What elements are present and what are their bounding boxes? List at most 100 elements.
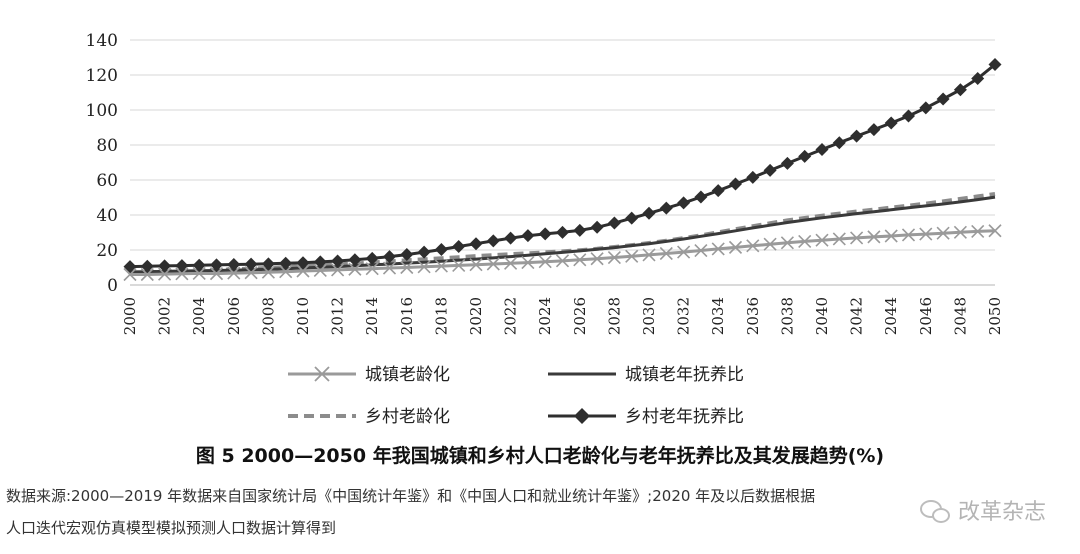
x-marker — [711, 242, 725, 256]
x-marker — [867, 230, 881, 244]
y-tick-label: 140 — [86, 31, 118, 51]
x-tick-label: 2010 — [294, 297, 312, 335]
diamond-marker — [504, 231, 518, 245]
x-marker — [209, 267, 224, 281]
x-marker — [486, 257, 500, 271]
diamond-marker — [538, 227, 552, 241]
x-marker — [296, 264, 310, 278]
x-tick-label: 2000 — [121, 297, 139, 335]
x-tick-label: 2024 — [536, 297, 554, 335]
legend-label-2: 城镇老年抚养比 — [625, 365, 744, 385]
diamond-marker — [469, 237, 483, 251]
x-marker — [590, 252, 604, 266]
x-tick-label: 2040 — [813, 297, 831, 335]
x-marker — [227, 266, 241, 280]
x-marker — [850, 231, 864, 245]
x-marker — [382, 261, 397, 275]
diamond-marker — [607, 216, 621, 230]
diamond-marker — [642, 206, 656, 220]
diamond-marker — [953, 83, 967, 97]
x-marker — [677, 245, 691, 259]
legend-label-1: 城镇老龄化 — [365, 365, 450, 385]
x-tick-label: 2018 — [432, 297, 450, 335]
diamond-marker — [936, 92, 950, 106]
x-marker — [659, 246, 673, 261]
y-tick-label: 40 — [96, 206, 118, 226]
diamond-marker — [140, 259, 154, 273]
chart-grid — [130, 39, 995, 286]
x-tick-label: 2046 — [917, 297, 935, 335]
diamond-marker — [884, 116, 898, 130]
chart-series — [123, 58, 1002, 282]
x-tick-label: 2028 — [605, 297, 623, 335]
x-marker — [953, 225, 967, 239]
watermark: 改革杂志 — [919, 494, 1046, 526]
diamond-marker — [244, 257, 258, 271]
x-marker — [625, 249, 639, 263]
x-marker — [417, 260, 431, 274]
chart-title: 图 5 2000—2050 年我国城镇和乡村人口老龄化与老年抚养比及其发展趋势(… — [195, 445, 885, 467]
x-tick-label: 2004 — [190, 297, 208, 335]
diamond-marker — [780, 156, 794, 170]
diamond-marker — [227, 258, 241, 272]
y-tick-label: 60 — [96, 171, 118, 191]
x-marker — [884, 229, 898, 243]
diamond-marker — [313, 255, 327, 269]
x-tick-label: 2050 — [986, 297, 1004, 335]
x-marker — [815, 233, 829, 247]
diamond-marker — [659, 201, 673, 215]
diamond-marker — [694, 190, 708, 204]
legend-x-marker — [314, 366, 330, 382]
diamond-marker — [452, 240, 466, 253]
diamond-marker — [521, 229, 535, 243]
x-marker — [175, 267, 189, 281]
y-axis-ticks: 0 20 40 60 80 100 120 140 — [86, 31, 118, 296]
x-marker — [521, 256, 535, 270]
diamond-marker — [902, 109, 915, 123]
x-marker — [279, 265, 293, 279]
diamond-marker — [486, 234, 500, 248]
x-marker — [400, 260, 414, 275]
x-marker — [780, 236, 794, 250]
x-marker — [365, 262, 379, 276]
y-tick-label: 80 — [96, 136, 118, 156]
x-marker — [313, 263, 327, 278]
diamond-marker — [763, 163, 777, 177]
diamond-marker — [746, 170, 760, 184]
x-tick-label: 2002 — [156, 297, 174, 335]
x-tick-label: 2022 — [502, 297, 520, 335]
x-tick-label: 2014 — [363, 297, 381, 335]
x-tick-label: 2048 — [951, 297, 969, 335]
x-marker — [642, 248, 656, 262]
y-tick-label: 0 — [107, 276, 118, 296]
diamond-marker — [798, 149, 812, 163]
data-source-line-2: 人口迭代宏观仿真模型模拟预测人口数据计算得到 — [6, 519, 337, 537]
x-marker — [763, 237, 777, 251]
x-marker — [694, 243, 708, 258]
diamond-marker — [832, 136, 846, 150]
legend-diamond-marker — [574, 408, 590, 424]
diamond-marker — [279, 256, 293, 270]
x-tick-label: 2030 — [640, 297, 658, 335]
legend-label-4: 乡村老年抚养比 — [625, 407, 744, 427]
x-marker — [798, 234, 812, 248]
x-marker — [504, 256, 518, 270]
x-marker — [348, 262, 362, 276]
x-marker — [728, 240, 743, 254]
diamond-marker — [919, 101, 933, 115]
y-tick-label: 20 — [96, 241, 118, 261]
x-marker — [832, 232, 846, 246]
diamond-marker — [331, 254, 345, 268]
x-tick-label: 2012 — [329, 297, 347, 335]
watermark-text: 改革杂志 — [957, 500, 1046, 525]
x-marker — [901, 228, 916, 242]
diamond-marker — [383, 250, 396, 264]
diamond-marker — [573, 223, 587, 237]
x-marker — [331, 263, 345, 277]
x-marker — [555, 254, 570, 268]
wechat-icon — [919, 498, 950, 523]
diamond-marker — [175, 259, 189, 273]
x-tick-label: 2008 — [259, 297, 277, 335]
x-marker — [988, 224, 1002, 238]
